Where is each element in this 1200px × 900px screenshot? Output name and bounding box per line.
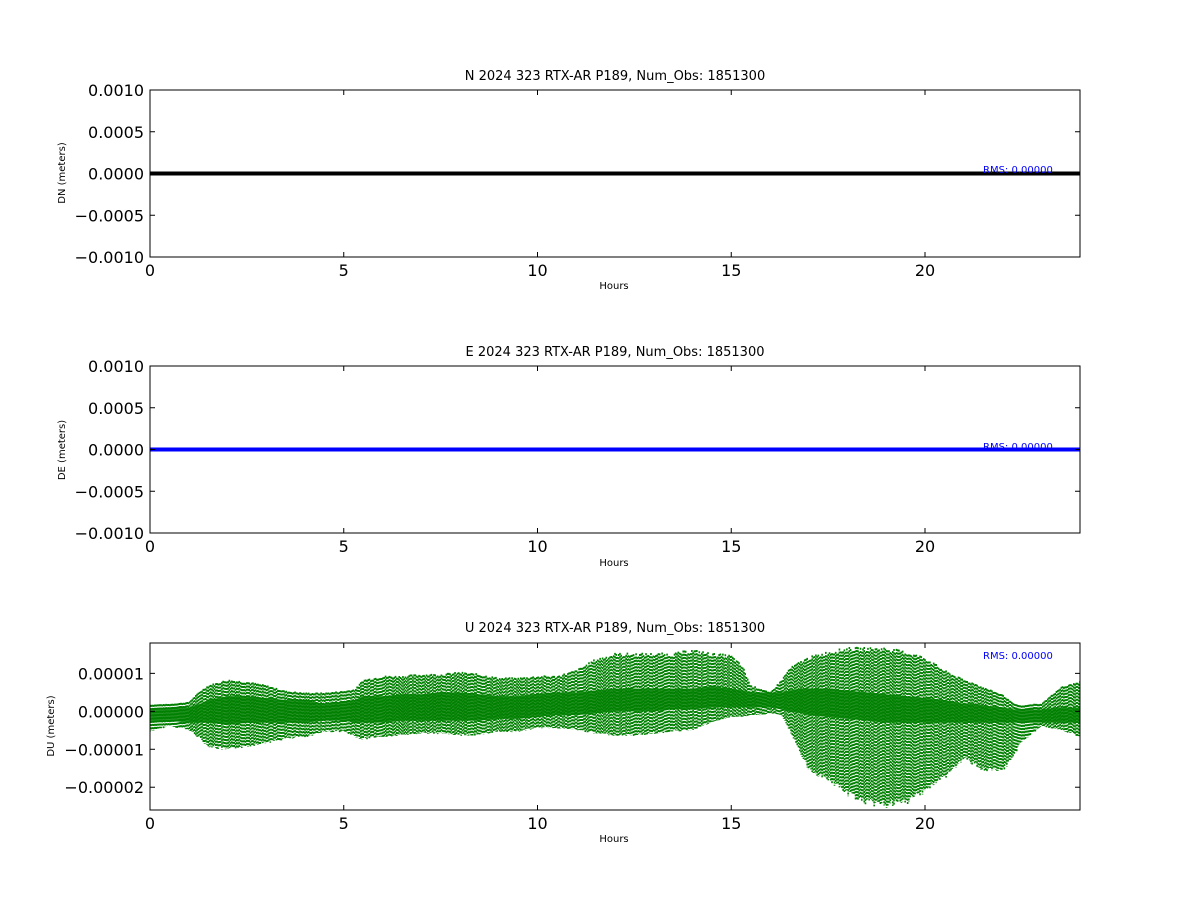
panel-n-ticks: 0 5 10 15 20 0.0010 0.0005 0.0000 −0.0005 −0.0010 <box>75 81 1080 280</box>
panel-u-xtick-label: 20 <box>915 814 935 833</box>
panel-e-xtick-label: 5 <box>339 537 349 556</box>
panel-n-xlabel: Hours <box>599 281 628 292</box>
panel-n-ytick-label: 0.0000 <box>88 165 144 184</box>
panel-e-xlabel: Hours <box>599 558 628 569</box>
panel-u-ytick-label: −0.00001 <box>64 740 144 759</box>
panel-n-ytick-label: 0.0005 <box>88 123 144 142</box>
panel-n-ytick-label: 0.0010 <box>88 81 144 100</box>
panel-n-ytick-label: −0.0010 <box>75 248 144 267</box>
panel-e-xtick-label: 20 <box>915 537 935 556</box>
panel-n-xtick-label: 5 <box>339 261 349 280</box>
panel-u-xtick-label: 5 <box>339 814 349 833</box>
panel-u-xtick-label: 10 <box>527 814 547 833</box>
panel-u-axes-frame <box>149 642 1081 811</box>
panel-u-plot-area <box>150 646 1080 808</box>
panel-n: N 2024 323 RTX-AR P189, Num_Obs: 1851300… <box>57 69 1081 292</box>
panel-u-title: U 2024 323 RTX-AR P189, Num_Obs: 1851300 <box>465 621 765 636</box>
panel-e-ytick-label: −0.0005 <box>75 482 144 501</box>
panel-e-ytick-label: 0.0005 <box>88 399 144 418</box>
panel-n-xtick-label: 0 <box>145 261 155 280</box>
panel-u: U 2024 323 RTX-AR P189, Num_Obs: 1851300… <box>46 621 1081 845</box>
panel-e-ytick-label: 0.0000 <box>88 441 144 460</box>
panel-e-xtick-label: 10 <box>527 537 547 556</box>
panel-e-xtick-label: 15 <box>721 537 741 556</box>
panel-u-ytick-label: 0.00001 <box>78 664 144 683</box>
panel-u-rms-annotation: RMS: 0.00000 <box>983 651 1053 662</box>
panel-n-rms-annotation: RMS: 0.00000 <box>983 165 1053 176</box>
panel-e-ticks: 0 5 10 15 20 0.0010 0.0005 0.0000 −0.0005 −0.0010 <box>75 357 1080 556</box>
panel-n-ytick-label: −0.0005 <box>75 206 144 225</box>
panel-e-ytick-label: 0.0010 <box>88 357 144 376</box>
panel-e-xtick-label: 0 <box>145 537 155 556</box>
panel-u-ticks: 0 5 10 15 20 0.00001 0.00000 −0.00001 −0.00002 <box>64 643 1080 833</box>
panel-e: E 2024 323 RTX-AR P189, Num_Obs: 1851300… <box>57 345 1081 569</box>
panel-n-xtick-label: 15 <box>721 261 741 280</box>
panel-u-core-band <box>150 686 1080 725</box>
panel-u-xtick-label: 15 <box>721 814 741 833</box>
panel-e-ylabel: DE (meters) <box>57 420 68 480</box>
panel-u-ytick-label: −0.00002 <box>64 778 144 797</box>
panel-n-xtick-label: 20 <box>915 261 935 280</box>
panel-n-title: N 2024 323 RTX-AR P189, Num_Obs: 1851300 <box>465 69 765 84</box>
panel-n-xtick-label: 10 <box>527 261 547 280</box>
panel-u-ytick-label: 0.00000 <box>78 702 144 721</box>
panel-u-ylabel: DU (meters) <box>46 695 57 756</box>
panel-e-title: E 2024 323 RTX-AR P189, Num_Obs: 1851300 <box>466 345 765 360</box>
panel-e-rms-annotation: RMS: 0.00000 <box>983 442 1053 453</box>
panel-n-ylabel: DN (meters) <box>57 142 68 204</box>
panel-e-ytick-label: −0.0010 <box>75 524 144 543</box>
panel-u-xtick-label: 0 <box>145 814 155 833</box>
panel-u-xlabel: Hours <box>599 834 628 845</box>
